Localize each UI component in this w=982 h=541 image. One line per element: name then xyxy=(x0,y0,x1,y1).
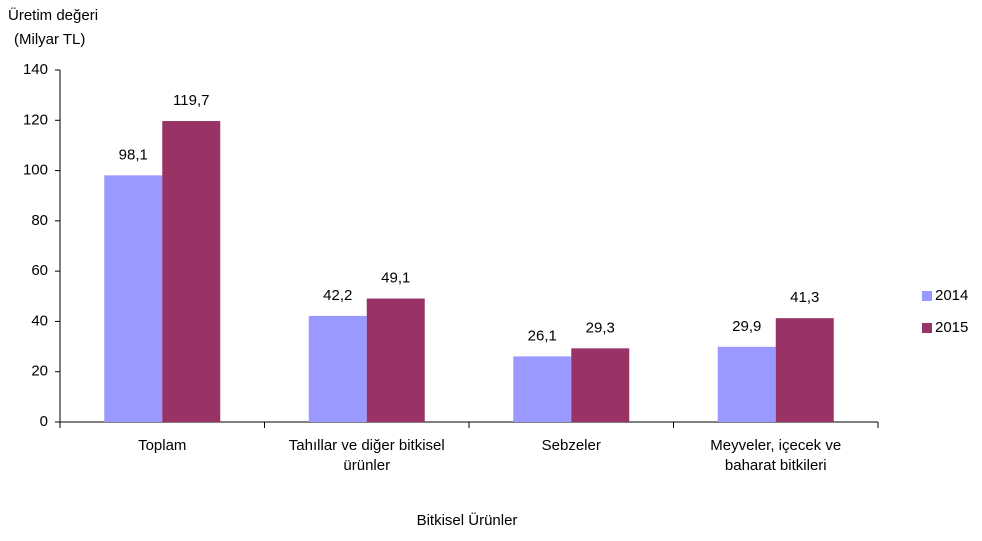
legend-label: 2014 xyxy=(935,287,968,304)
bar xyxy=(571,348,630,422)
x-tick-label: Toplam xyxy=(138,437,187,454)
bar xyxy=(104,175,163,422)
bar xyxy=(162,121,221,422)
bar xyxy=(717,346,776,422)
value-label: 26,1 xyxy=(528,327,557,344)
value-label: 29,9 xyxy=(732,318,761,335)
y-tick-label: 0 xyxy=(40,413,48,430)
value-label: 42,2 xyxy=(323,287,352,304)
value-label: 49,1 xyxy=(381,270,410,287)
x-axis-title: Bitkisel Ürünler xyxy=(417,511,518,529)
value-label: 29,3 xyxy=(586,319,615,336)
y-axis-title: Üretim değeri xyxy=(8,6,98,24)
bar xyxy=(513,356,572,422)
y-axis-title: (Milyar TL) xyxy=(14,31,85,48)
value-label: 119,7 xyxy=(173,92,209,109)
y-tick-label: 20 xyxy=(31,363,48,380)
legend-label: 2015 xyxy=(935,319,968,336)
y-tick-label: 80 xyxy=(31,212,48,229)
value-label: 98,1 xyxy=(119,146,148,163)
y-tick-label: 40 xyxy=(31,312,48,329)
x-tick-label: Sebzeler xyxy=(541,437,601,454)
y-tick-label: 100 xyxy=(23,162,48,179)
value-label: 41,3 xyxy=(790,289,819,306)
bar xyxy=(366,298,425,422)
x-tick-label: Tahıllar ve diğer bitkisel ürünler xyxy=(288,437,445,474)
legend-swatch xyxy=(922,291,932,301)
bar xyxy=(775,318,834,422)
y-tick-label: 120 xyxy=(23,111,48,128)
x-tick-label: Meyveler, içecek ve baharat bitkileri xyxy=(710,437,842,474)
bar xyxy=(308,315,367,422)
y-tick-label: 60 xyxy=(31,262,48,279)
legend-swatch xyxy=(922,323,932,333)
y-tick-label: 140 xyxy=(23,61,48,78)
